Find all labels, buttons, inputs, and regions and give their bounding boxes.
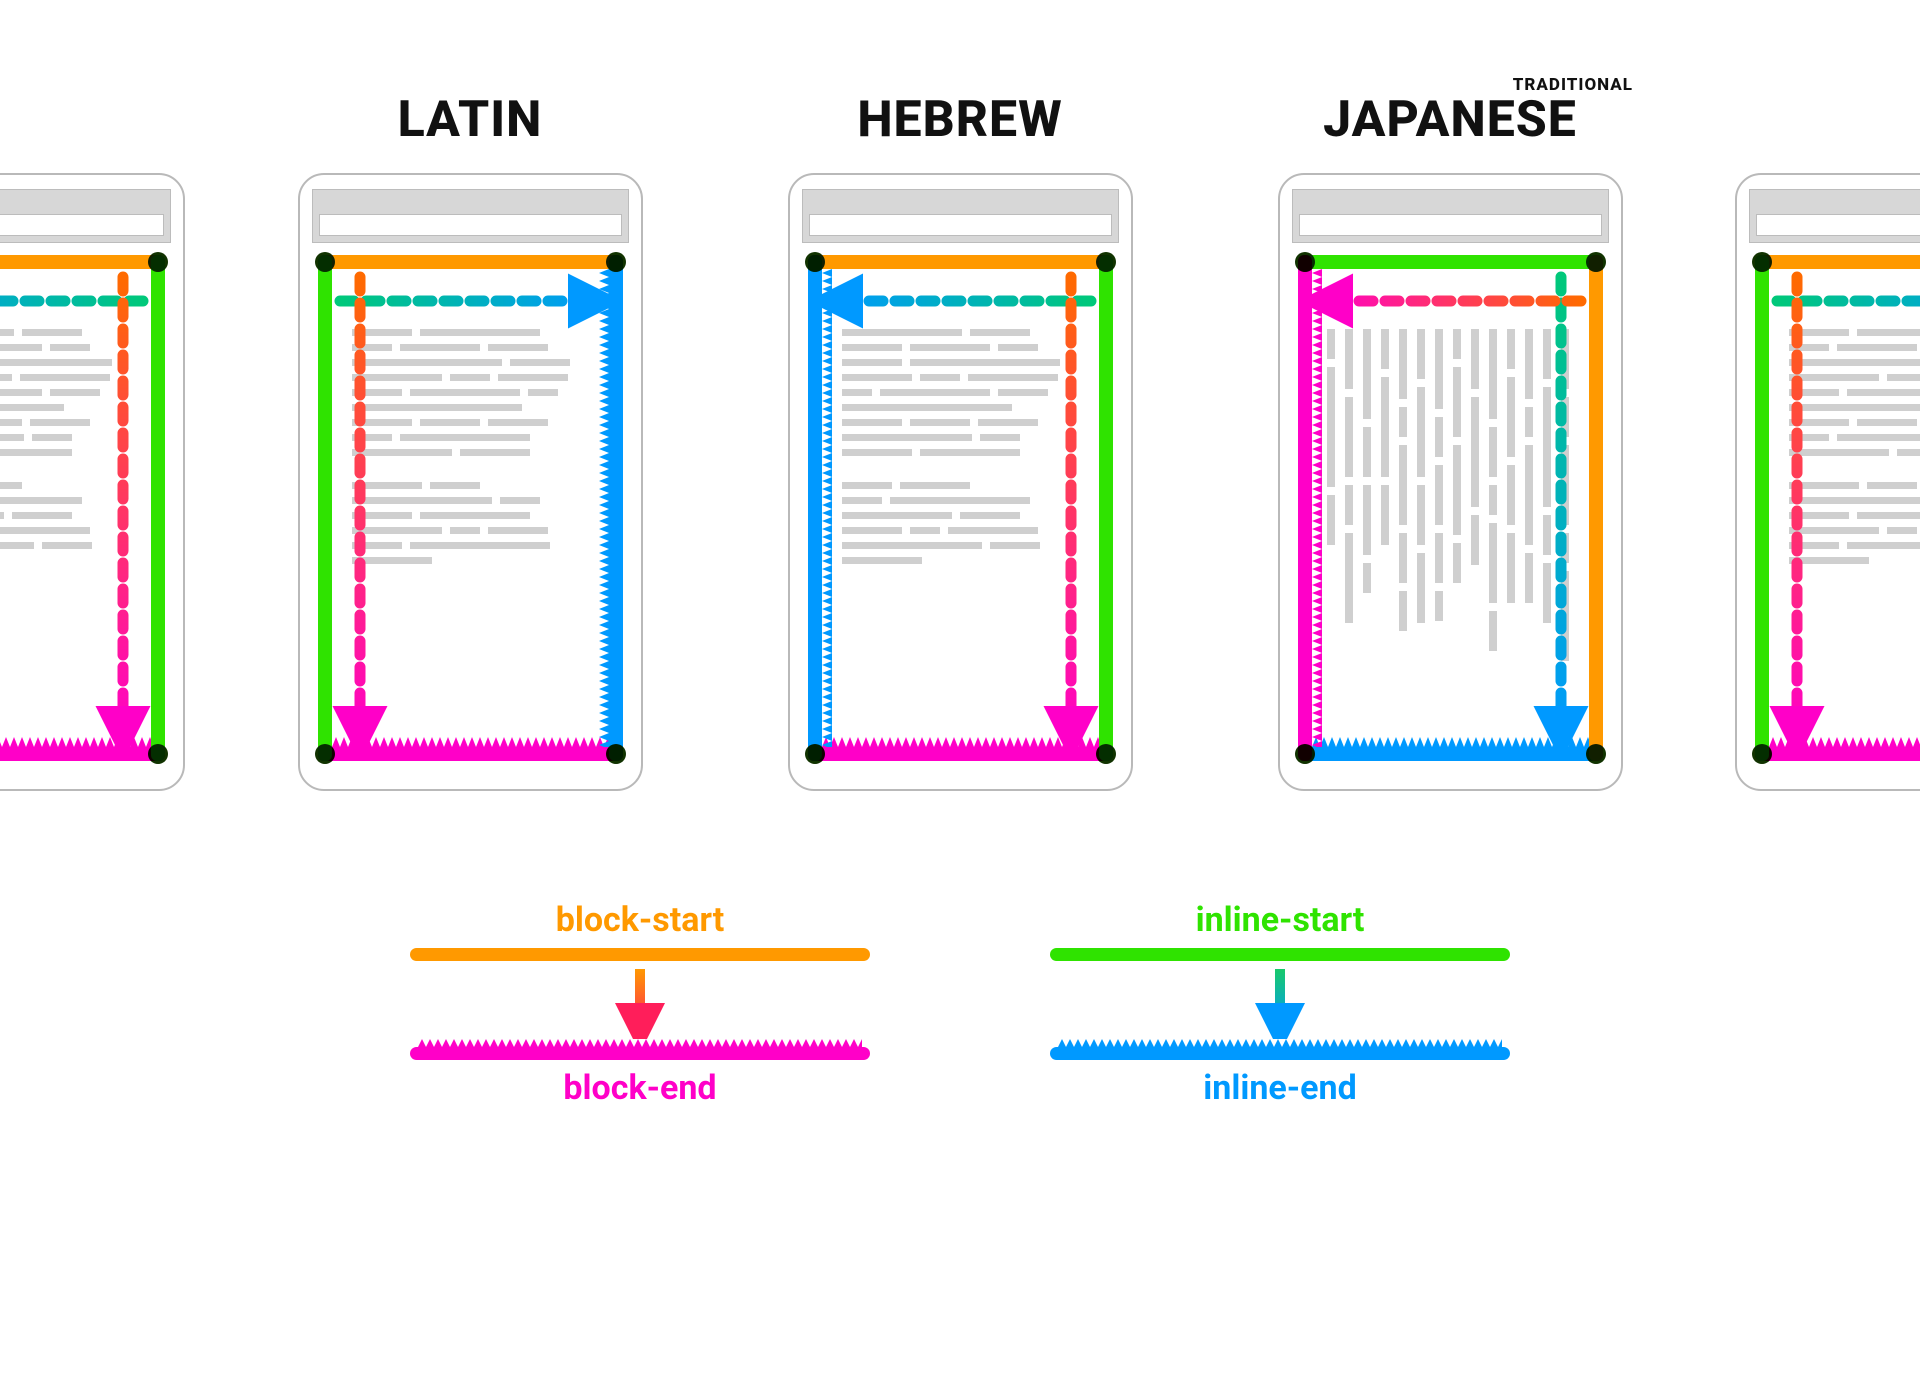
phone-japanese <box>1278 173 1623 791</box>
phone-urlbar <box>319 214 622 236</box>
text-placeholder <box>842 329 1079 705</box>
device-japanese: TRADITIONAL JAPANESE <box>1205 95 1695 815</box>
corner-dot <box>315 744 335 764</box>
text-placeholder <box>0 329 131 705</box>
border-right <box>1589 255 1603 761</box>
border-right <box>1099 255 1113 761</box>
legend-arrow-inline <box>1050 969 1510 1039</box>
phone-toolbar <box>1292 189 1609 243</box>
corner-dot <box>805 252 825 272</box>
corner-dot <box>1295 252 1315 272</box>
corner-dot <box>1096 252 1116 272</box>
legend-label-block-start: block-start <box>410 900 870 940</box>
corner-dot <box>606 252 626 272</box>
legend-inline-axis: inline-start inline-end <box>1050 900 1510 1108</box>
border-left <box>318 255 332 761</box>
border-top <box>0 255 165 269</box>
corner-dot <box>1586 252 1606 272</box>
legend-bar-block-start <box>410 948 870 961</box>
phone-hebrew <box>788 173 1133 791</box>
device-superscript-japanese: TRADITIONAL <box>1513 75 1633 95</box>
corner-dot <box>1586 744 1606 764</box>
edge-device-left <box>135 95 225 815</box>
border-bottom <box>1755 747 1920 761</box>
border-top <box>1298 255 1603 269</box>
device-hebrew: HEBREW <box>715 95 1205 815</box>
border-bottom <box>0 747 165 761</box>
text-placeholder <box>1332 329 1569 705</box>
legend-arrow-block <box>410 969 870 1039</box>
border-bottom <box>1298 747 1603 761</box>
device-title-japanese: JAPANESE <box>1323 95 1577 145</box>
corner-dot <box>148 744 168 764</box>
corner-dot <box>606 744 626 764</box>
legend: block-start block-end inline-start inlin… <box>0 900 1920 1108</box>
device-latin: LATIN <box>225 95 715 815</box>
border-left <box>808 255 822 761</box>
device-title-latin: LATIN <box>398 95 543 145</box>
border-top <box>1755 255 1920 269</box>
text-placeholder <box>1789 329 1920 705</box>
legend-bar-inline-end <box>1050 1047 1510 1060</box>
border-top <box>808 255 1113 269</box>
border-left <box>1298 255 1312 761</box>
corner-dot <box>1295 744 1315 764</box>
devices-row: LATIN HEBREW TRADITIONAL JAPANESE <box>0 95 1920 815</box>
border-bottom <box>318 747 623 761</box>
phone-urlbar <box>1299 214 1602 236</box>
corner-dot <box>1752 744 1772 764</box>
corner-dot <box>315 252 335 272</box>
corner-dot <box>148 252 168 272</box>
legend-bar-inline-start <box>1050 948 1510 961</box>
phone-urlbar <box>809 214 1112 236</box>
phone-toolbar <box>312 189 629 243</box>
edge-device-right <box>1695 95 1785 815</box>
corner-dot <box>1752 252 1772 272</box>
corner-dot <box>805 744 825 764</box>
corner-dot <box>1096 744 1116 764</box>
text-placeholder <box>352 329 589 705</box>
border-top <box>318 255 623 269</box>
phone-latin <box>298 173 643 791</box>
legend-bar-block-end <box>410 1047 870 1060</box>
legend-block-axis: block-start block-end <box>410 900 870 1108</box>
border-right <box>609 255 623 761</box>
phone-toolbar <box>802 189 1119 243</box>
legend-label-block-end: block-end <box>410 1068 870 1108</box>
legend-label-inline-start: inline-start <box>1050 900 1510 940</box>
border-bottom <box>808 747 1113 761</box>
legend-label-inline-end: inline-end <box>1050 1068 1510 1108</box>
device-title-hebrew: HEBREW <box>857 95 1062 145</box>
border-right <box>151 255 165 761</box>
border-left <box>1755 255 1769 761</box>
